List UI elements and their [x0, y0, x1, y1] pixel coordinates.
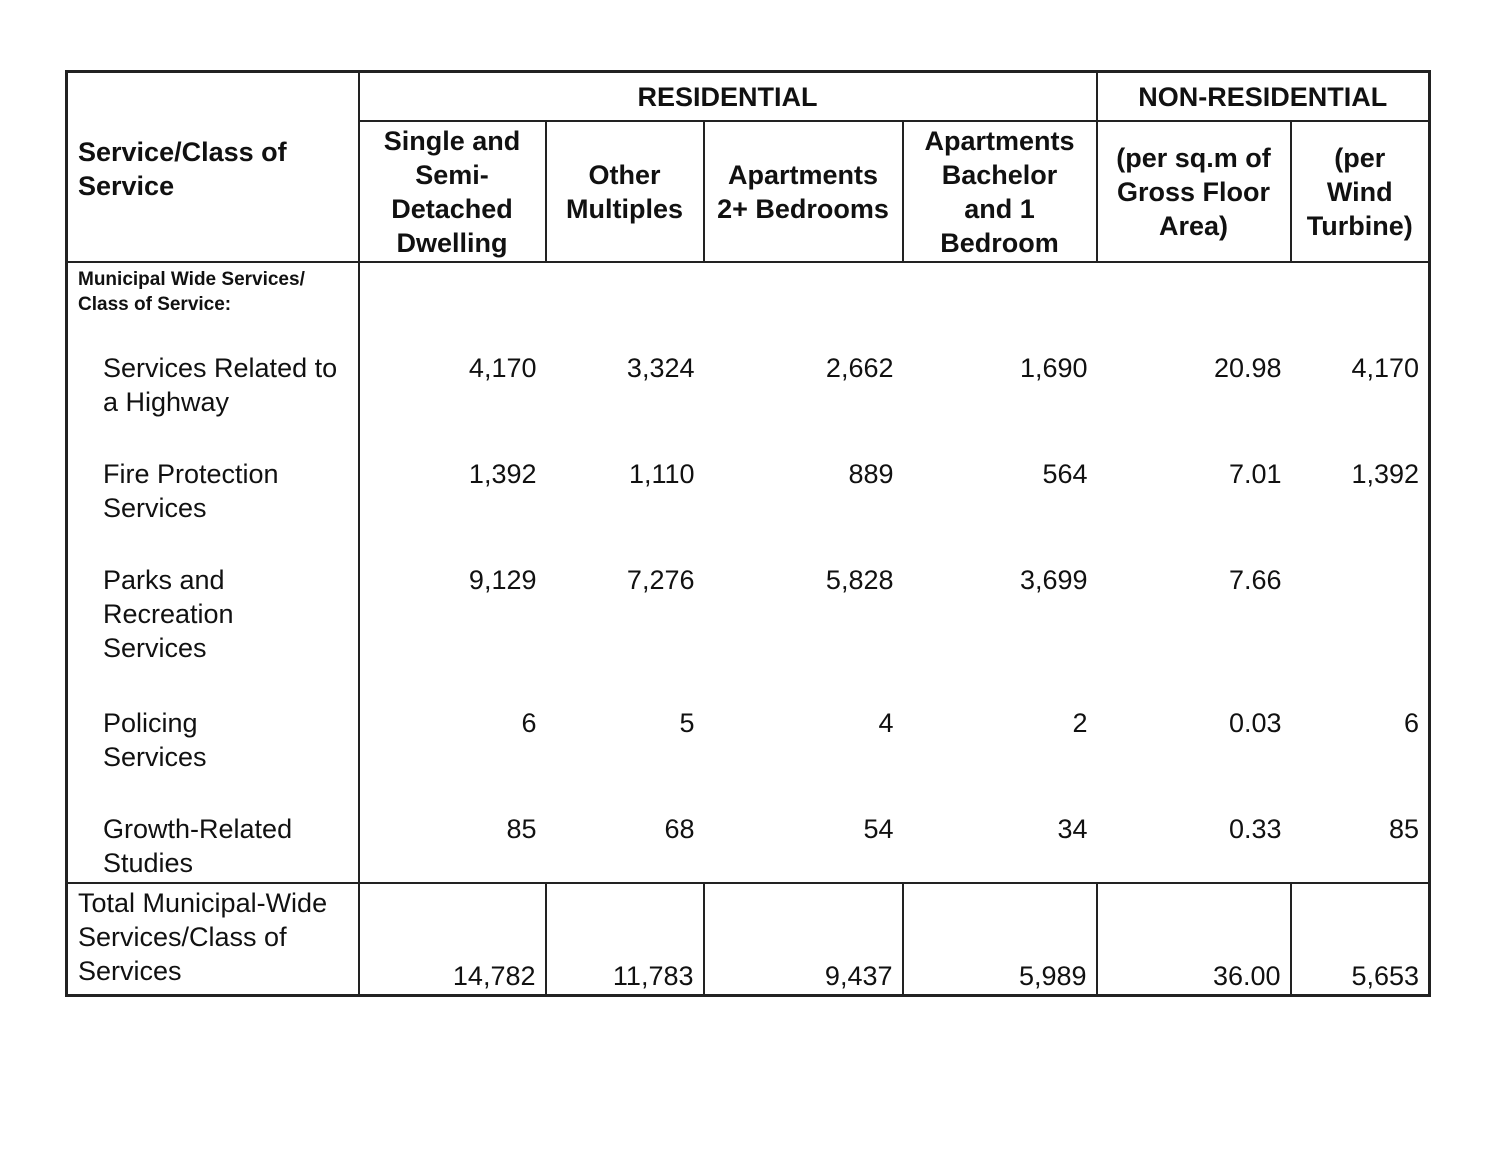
table-row: Services Related to a Highway 4,170 3,32…: [65, 347, 1431, 453]
total-value: 36.00: [1095, 882, 1292, 997]
cell-value: 4,170: [468, 353, 537, 383]
column-header-per-sqm: (per sq.m of Gross Floor Area): [1095, 120, 1292, 263]
development-charges-table: Service/Class of Service RESIDENTIAL NON…: [65, 70, 1432, 997]
cell-value: 0.33: [1228, 814, 1282, 844]
total-label: Total Municipal-Wide Services/Class of S…: [65, 882, 360, 997]
column-header-single-semi: Single and Semi-Detached Dwelling: [357, 120, 547, 263]
residential-group-header: RESIDENTIAL: [357, 70, 1098, 122]
total-row: Total Municipal-Wide Services/Class of S…: [65, 882, 1431, 997]
cell-value: 7,276: [626, 565, 695, 595]
non-residential-group-header: NON-RESIDENTIAL: [1095, 70, 1431, 122]
column-header-apartments-2plus: Apartments 2+ Bedrooms: [702, 120, 904, 263]
section-label: Municipal Wide Services/ Class of Servic…: [65, 262, 360, 347]
cell-value: 1,392: [1290, 453, 1431, 559]
cell-value: 564: [1042, 459, 1088, 489]
cell-value: 4: [878, 708, 894, 738]
header-column-row: Single and Semi-Detached Dwelling Other …: [67, 120, 1431, 263]
cell-value: 5,828: [825, 565, 894, 595]
cell-value: [1290, 559, 1431, 702]
cell-value: 68: [664, 814, 695, 844]
table-row: Growth-Related Studies 85 68 54 34 0.33 …: [65, 808, 1431, 883]
cell-value: 3,699: [1019, 565, 1088, 595]
row-label: Fire Protection Services: [65, 453, 360, 559]
cell-value: 34: [1057, 814, 1088, 844]
service-column-header: Service/Class of Service: [65, 70, 360, 263]
row-label: Services Related to a Highway: [65, 347, 360, 453]
total-value: 5,653: [1289, 882, 1431, 997]
cell-value: 85: [1290, 808, 1431, 883]
cell-value: 54: [863, 814, 894, 844]
cell-value: 9,129: [468, 565, 537, 595]
cell-value: 85: [506, 814, 537, 844]
row-label: Policing Services: [65, 702, 360, 808]
cell-value: 20.98: [1213, 353, 1282, 383]
table-row: Parks and Recreation Services 9,129 7,27…: [65, 559, 1431, 702]
cell-value: 1,110: [628, 459, 695, 489]
cell-value: 2,662: [825, 353, 894, 383]
cell-value: 3,324: [626, 353, 695, 383]
header-group-row: Service/Class of Service RESIDENTIAL NON…: [65, 70, 1431, 263]
total-value: 11,783: [544, 882, 705, 997]
cell-value: 1,392: [468, 459, 537, 489]
table-row: Policing Services 6 5 4 2 0.03 6: [65, 702, 1431, 808]
cell-value: 6: [521, 708, 537, 738]
cell-value: 889: [848, 459, 894, 489]
cell-value: 7.66: [1228, 565, 1282, 595]
cell-value: 0.03: [1228, 708, 1282, 738]
row-label: Growth-Related Studies: [65, 808, 360, 883]
total-value: 5,989: [901, 882, 1098, 997]
table-row: Fire Protection Services 1,392 1,110 889…: [65, 453, 1431, 559]
cell-value: 5: [679, 708, 695, 738]
total-value: 9,437: [702, 882, 904, 997]
cell-value: 7.01: [1228, 459, 1282, 489]
column-header-per-wind-turbine: (per Wind Turbine): [1289, 120, 1431, 263]
cell-value: 2: [1072, 708, 1088, 738]
section-row: Municipal Wide Services/ Class of Servic…: [65, 262, 1431, 347]
row-label: Parks and Recreation Services: [65, 559, 360, 702]
total-value: 14,782: [357, 882, 547, 997]
cell-value: 6: [1290, 702, 1431, 808]
cell-value: 4,170: [1290, 347, 1431, 453]
column-header-apartments-bachelor: Apartments Bachelor and 1 Bedroom: [901, 120, 1098, 263]
cell-value: 1,690: [1019, 353, 1088, 383]
column-header-other-multiples: Other Multiples: [544, 120, 705, 263]
